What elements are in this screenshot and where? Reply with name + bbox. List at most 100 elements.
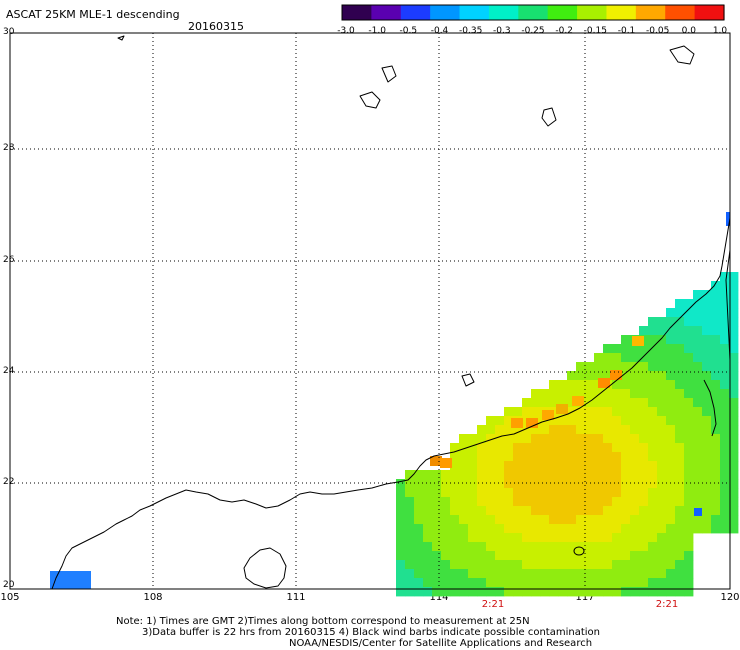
swath-cell [711,353,721,363]
swath-cell [594,587,604,597]
swath-cell [495,461,505,471]
swath-cell [684,551,694,561]
swath-cell [711,389,721,399]
swath-cell [612,443,622,453]
swath-cell [432,470,442,480]
swath-cell [576,362,586,372]
swath-cell [585,479,595,489]
swath-cell [495,434,505,444]
swath-cell [450,470,460,480]
swath-cell [603,515,613,525]
swath-cell [513,587,523,597]
swath-cell [558,515,568,525]
lat-label-20: 20 [3,580,15,590]
swath-cell [549,416,559,426]
swath-cell [441,560,451,570]
swath-cell [675,299,685,309]
swath-cell [684,335,694,345]
swath-cell [666,389,676,399]
swath-cell [558,533,568,543]
swath-cell [702,434,712,444]
swath-cell [396,551,406,561]
swath-cell [504,479,514,489]
swath-cell [576,461,586,471]
swath-cell [648,560,658,570]
swath-cell [567,389,577,399]
swath-cell [576,506,586,516]
swath-cell [585,452,595,462]
swath-cell [549,587,559,597]
swath-cell [531,542,541,552]
swath-cell [657,425,667,435]
swath-cell [621,569,631,579]
swath-cell [621,389,631,399]
swath-cell [666,407,676,417]
swath-cell [639,389,649,399]
swath-cell [675,470,685,480]
swath-cell [657,317,667,327]
swath-cell [495,452,505,462]
swath-cell [720,308,730,318]
swath-cell [621,371,631,381]
swath-cell [630,497,640,507]
swath-cell [486,479,496,489]
swath-cell [639,425,649,435]
swath-cell [556,404,568,414]
swath-cell [603,569,613,579]
swath-cell [522,551,532,561]
swath-cell [540,542,550,552]
swath-cell [603,443,613,453]
swath-cell [486,578,496,588]
swath-cell [603,398,613,408]
swath-cell [549,425,559,435]
swath-cell [486,551,496,561]
swath-cell [711,362,721,372]
swath-cell [639,488,649,498]
swath-cell [468,569,478,579]
swath-cell [603,560,613,570]
swath-cell [729,389,739,399]
swath-cell [486,524,496,534]
swath-cell [657,434,667,444]
swath-cell [441,497,451,507]
swath-cell [711,281,721,291]
swath-cell [612,587,622,597]
swath-cell [630,443,640,453]
swath-cell [423,533,433,543]
swath-cell [567,524,577,534]
swath-cell [675,371,685,381]
swath-cell [675,380,685,390]
swath-cell [666,452,676,462]
swath-cell [621,344,631,354]
swath-cell [630,533,640,543]
swath-cell [477,488,487,498]
swath-cell [486,434,496,444]
swath-cell [441,479,451,489]
swath-cell [594,407,604,417]
swath-cell [450,488,460,498]
swath-cell [702,308,712,318]
lon-label-117: 117 [575,592,595,603]
swath-cell [639,461,649,471]
swath-cell [558,479,568,489]
swath-cell [612,497,622,507]
swath-cell [630,389,640,399]
swath-cell [639,524,649,534]
swath-cell [639,479,649,489]
swath-cell [477,533,487,543]
swath-cell [693,479,703,489]
swath-cell [576,389,586,399]
swath-cell [459,443,469,453]
swath-cell [585,497,595,507]
swath-cell [477,551,487,561]
swath-cell [50,571,91,589]
swath-cell [549,569,559,579]
swath-cell [684,326,694,336]
swath-cell [657,506,667,516]
swath-cell [531,398,541,408]
swath-cell [684,542,694,552]
swath-cell [594,506,604,516]
swath-cell [648,362,658,372]
swath-cell [540,443,550,453]
swath-cell [531,578,541,588]
